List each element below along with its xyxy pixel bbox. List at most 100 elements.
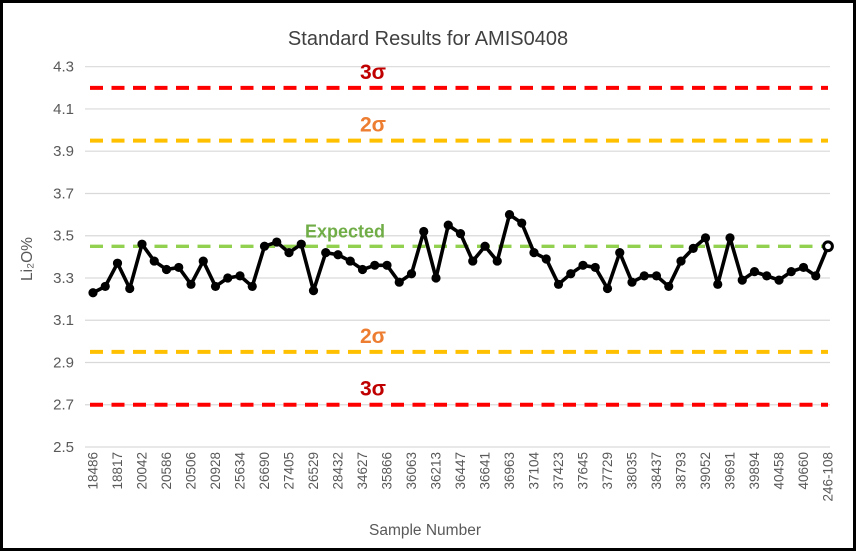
- data-point: [737, 275, 747, 285]
- data-point: [149, 256, 159, 266]
- x-tick-label: 25634: [233, 452, 248, 490]
- x-tick-label: 40458: [772, 452, 787, 490]
- y-tick-label: 2.9: [53, 354, 74, 371]
- data-point: [210, 281, 221, 292]
- data-point: [468, 256, 478, 266]
- data-point: [394, 277, 404, 287]
- data-point: [774, 275, 784, 285]
- data-point: [88, 288, 98, 298]
- data-point: [186, 279, 196, 289]
- data-point: [296, 239, 306, 249]
- data-point: [259, 241, 270, 251]
- data-point: [529, 248, 539, 258]
- data-point: [223, 273, 233, 283]
- x-tick-label: 246-108: [821, 452, 836, 502]
- y-tick-label: 2.5: [53, 439, 74, 456]
- data-point: [725, 233, 735, 243]
- x-tick-label: 37645: [576, 452, 591, 490]
- data-point: [811, 271, 821, 281]
- data-point: [174, 262, 184, 273]
- plot-area: 4.3 4.1 3.9 3.7 3.5 3.3 3.1 2.9 2.7 2.5 3σ 2σ Expect…: [53, 59, 835, 502]
- x-tick-label: 26529: [306, 452, 321, 490]
- x-tick-label: 36213: [429, 452, 444, 490]
- data-point: [566, 269, 576, 279]
- data-point: [247, 281, 257, 292]
- x-tick-label: 37104: [527, 452, 542, 490]
- data-point: [100, 281, 110, 292]
- data-point: [762, 271, 772, 281]
- y-tick-label: 3.3: [53, 270, 74, 287]
- x-tick-label: 20506: [184, 452, 199, 490]
- data-point: [443, 220, 453, 230]
- data-point: [615, 248, 625, 258]
- data-point: [198, 256, 208, 266]
- y-tick-label: 3.1: [53, 312, 74, 329]
- data-point: [308, 286, 319, 296]
- data-point: [639, 271, 649, 281]
- data-point: [406, 269, 417, 279]
- x-tick-label: 35866: [380, 452, 395, 490]
- data-point: [578, 260, 588, 270]
- data-point: [517, 218, 527, 228]
- x-tick-label: 26690: [257, 452, 272, 490]
- data-point: [112, 258, 123, 268]
- data-point: [798, 262, 809, 273]
- x-tick-label: 18817: [110, 452, 125, 490]
- x-tick-label: 38437: [649, 452, 664, 490]
- x-tick-label: 36963: [502, 452, 517, 490]
- data-point: [688, 243, 698, 253]
- data-point: [700, 233, 711, 243]
- data-point: [345, 256, 355, 266]
- chart-title: Standard Results for AMIS0408: [288, 28, 568, 50]
- data-point: [786, 267, 796, 277]
- data-point: [137, 239, 147, 249]
- data-point: [676, 256, 686, 266]
- x-tick-label: 38793: [674, 452, 689, 490]
- data-point: [504, 209, 515, 220]
- data-point: [602, 283, 613, 294]
- data-point: [664, 281, 674, 292]
- x-tick-label: 37729: [600, 452, 615, 490]
- data-point: [492, 256, 502, 266]
- data-point: [627, 277, 637, 287]
- y-tick-label: 3.7: [53, 185, 74, 202]
- data-point: [553, 279, 564, 289]
- x-tick-label: 18486: [86, 452, 101, 490]
- x-tick-label: 36641: [478, 452, 493, 490]
- data-point: [590, 262, 600, 273]
- data-point: [125, 283, 135, 294]
- data-point: [419, 226, 429, 237]
- data-point: [541, 254, 551, 264]
- data-point: [651, 271, 662, 281]
- y-tick-label: 4.1: [53, 101, 74, 118]
- x-tick-label: 28432: [331, 452, 346, 490]
- expected-label: Expected: [305, 221, 385, 241]
- data-point: [431, 273, 441, 283]
- x-tick-label: 40660: [796, 452, 811, 490]
- x-axis-title: Sample Number: [369, 522, 481, 539]
- data-point: [333, 250, 343, 260]
- x-tick-label: 20586: [159, 452, 174, 490]
- data-point-open: [822, 240, 834, 253]
- data-point: [284, 248, 294, 258]
- data-point: [455, 229, 466, 239]
- x-tick-label: 39894: [747, 452, 762, 490]
- x-tick-label: 38035: [625, 452, 640, 490]
- data-point: [161, 264, 172, 275]
- data-point: [382, 260, 392, 270]
- y-tick-label: 3.9: [53, 143, 74, 160]
- data-point: [321, 248, 331, 258]
- x-tick-label: 36447: [453, 452, 468, 490]
- x-tick-label: 27405: [282, 452, 297, 490]
- x-tick-label: 39052: [698, 452, 713, 490]
- data-point: [235, 271, 245, 281]
- y-tick-label: 2.7: [53, 397, 74, 414]
- sigma-limit-label: 2σ: [360, 114, 386, 137]
- x-tick-label: 39691: [723, 452, 738, 490]
- sigma-limit-label: 3σ: [360, 378, 386, 401]
- data-point: [749, 267, 760, 277]
- x-tick-label: 20042: [135, 452, 150, 490]
